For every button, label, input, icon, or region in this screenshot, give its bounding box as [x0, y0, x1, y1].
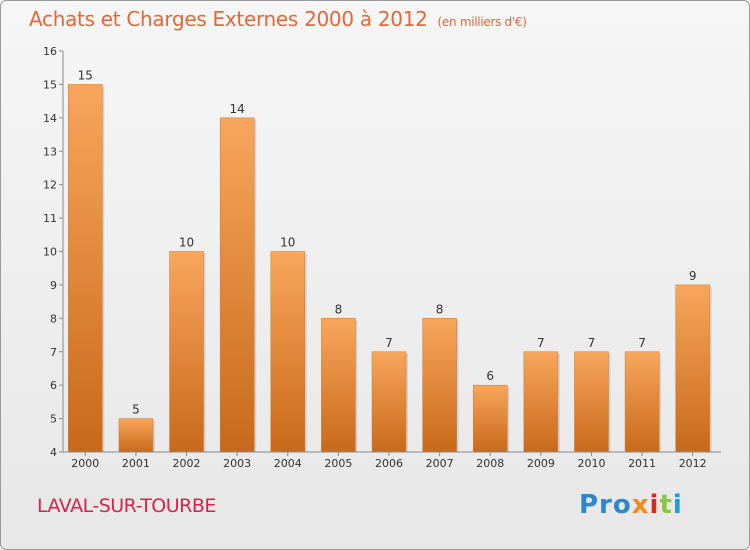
x-tick-label: 2012: [679, 457, 707, 470]
y-tick-label: 15: [43, 78, 57, 91]
x-tick-label: 2003: [223, 457, 251, 470]
bar-value-label: 7: [638, 336, 646, 350]
y-tick-label: 11: [43, 212, 57, 225]
bar-value-label: 7: [537, 336, 545, 350]
bar-value-label: 10: [179, 236, 194, 250]
bar: [523, 351, 559, 453]
bar-value-label: 7: [588, 336, 596, 350]
y-tick-label: 8: [50, 312, 57, 325]
bar: [169, 251, 204, 453]
x-tick-label: 2008: [476, 457, 504, 470]
y-tick-label: 7: [50, 346, 57, 359]
commune-name: LAVAL-SUR-TOURBE: [37, 495, 216, 517]
bar: [270, 251, 306, 453]
y-tick-label: 4: [50, 446, 57, 459]
x-tick-label: 2006: [375, 457, 403, 470]
bar: [472, 384, 508, 453]
chart-title-text: Achats et Charges Externes 2000 à 2012: [29, 7, 428, 31]
bar-value-label: 9: [689, 269, 697, 283]
logo-part-3: i: [649, 490, 660, 520]
x-tick-label: 2000: [71, 457, 99, 470]
y-tick-label: 16: [43, 45, 57, 58]
bar: [68, 84, 103, 453]
bar-value-label: 10: [280, 236, 295, 250]
y-tick-label: 13: [43, 145, 57, 158]
x-tick-label: 2009: [527, 457, 555, 470]
logo-part-4: t: [659, 490, 673, 520]
x-axis: 2000 2001 2002 2003 2004 2005 2006 2007 2008 2009…: [63, 451, 721, 470]
x-tick-label: 2007: [426, 457, 454, 470]
logo-part-1: Pro: [579, 490, 632, 520]
bar-value-label: 8: [436, 302, 444, 316]
bar: [675, 284, 710, 453]
x-tick-label: 2002: [173, 457, 201, 470]
chart-unit: (en milliers d'€): [437, 15, 527, 29]
chart-title: Achats et Charges Externes 2000 à 2012 (e…: [29, 7, 527, 31]
proxiti-logo: Proxiti: [579, 490, 683, 520]
y-tick-label: 5: [50, 413, 57, 426]
x-tick-label: 2005: [324, 457, 352, 470]
y-tick-label: 12: [43, 179, 57, 192]
bar-value-label: 7: [385, 336, 393, 350]
x-tick-label: 2001: [122, 457, 150, 470]
logo-part-5: i: [672, 490, 683, 520]
bar-value-label: 6: [486, 369, 494, 383]
y-tick-label: 6: [50, 379, 57, 392]
y-axis: 4 5 6 7 8 9 10 11 12 13 14 15 16: [43, 45, 64, 459]
y-tick-label: 14: [43, 112, 57, 125]
bar: [624, 351, 660, 453]
bar-value-label: 8: [335, 302, 343, 316]
x-tick-label: 2004: [274, 457, 302, 470]
y-tick-label: 10: [43, 246, 57, 259]
bar: [118, 418, 154, 453]
bar: [574, 351, 609, 453]
x-tick-label: 2011: [628, 457, 656, 470]
bar: [219, 117, 255, 453]
x-tick-label: 2010: [577, 457, 605, 470]
bar: [422, 318, 457, 453]
bar-value-label: 15: [78, 68, 93, 82]
bar-value-label: 5: [132, 403, 140, 417]
bar: [321, 318, 356, 453]
bars: 15 5 10 14 10 8 7 8 6 7 7 7 9: [68, 68, 712, 453]
logo-part-2: x: [631, 490, 650, 520]
bar-value-label: 14: [230, 102, 245, 116]
y-tick-label: 9: [50, 279, 57, 292]
bar: [371, 351, 407, 453]
